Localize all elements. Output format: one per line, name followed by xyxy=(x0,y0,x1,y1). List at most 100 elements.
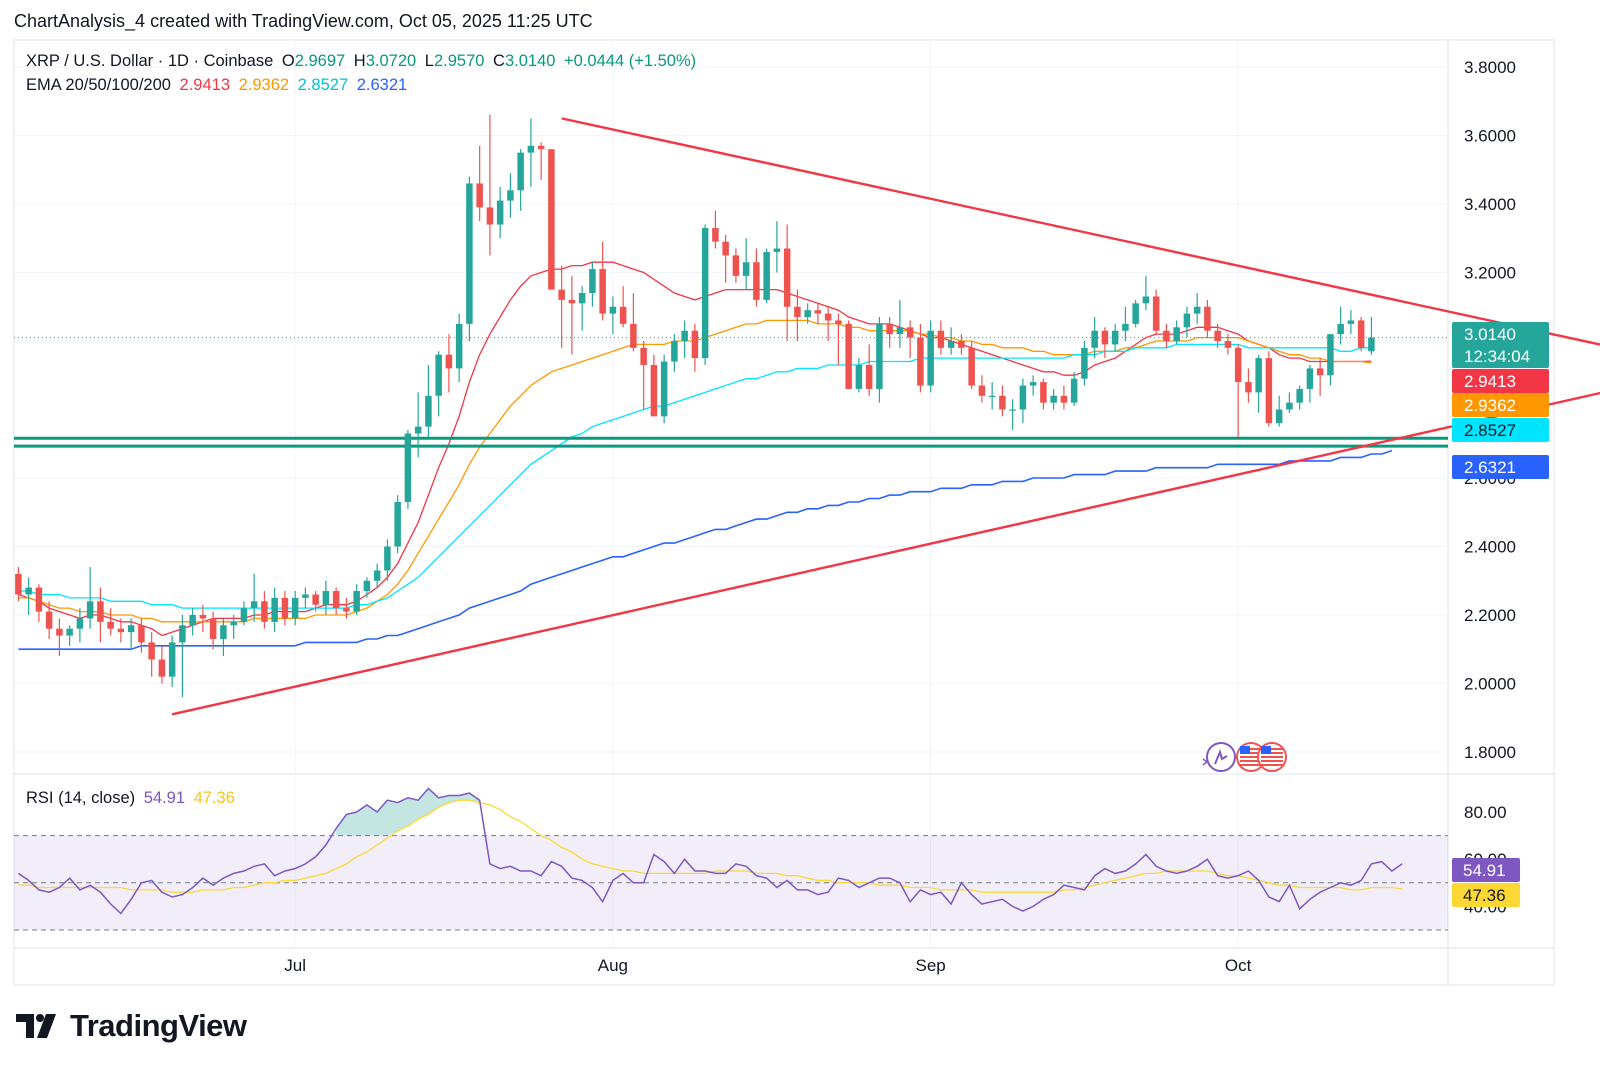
candle[interactable] xyxy=(835,313,842,365)
candle[interactable] xyxy=(691,323,699,372)
candle[interactable] xyxy=(322,580,330,615)
candle[interactable] xyxy=(896,299,904,348)
candle[interactable] xyxy=(394,495,401,554)
trendline-descending-resistance[interactable] xyxy=(561,117,1600,368)
candle[interactable] xyxy=(250,573,258,622)
candle[interactable] xyxy=(240,601,248,626)
candle[interactable] xyxy=(1347,310,1355,335)
candle[interactable] xyxy=(496,186,504,239)
candle[interactable] xyxy=(1204,299,1211,338)
candle[interactable] xyxy=(630,293,637,352)
candle[interactable] xyxy=(947,327,955,355)
candle[interactable] xyxy=(640,341,647,410)
candle[interactable] xyxy=(15,567,22,602)
candle[interactable] xyxy=(742,238,750,290)
candle[interactable] xyxy=(865,344,873,396)
candle[interactable] xyxy=(271,587,278,633)
candle[interactable] xyxy=(681,320,688,359)
candle[interactable] xyxy=(179,615,186,698)
candle[interactable] xyxy=(1193,293,1201,324)
candle[interactable] xyxy=(671,334,678,372)
candle[interactable] xyxy=(578,286,586,331)
candle[interactable] xyxy=(1214,323,1221,348)
candle[interactable] xyxy=(1234,344,1242,437)
candle[interactable] xyxy=(138,618,145,653)
candle[interactable] xyxy=(1296,385,1303,410)
candle[interactable] xyxy=(363,577,371,598)
event-icons[interactable] xyxy=(1202,742,1287,772)
candle[interactable] xyxy=(404,430,412,509)
candle[interactable] xyxy=(999,385,1006,417)
candle[interactable] xyxy=(107,608,114,636)
trendline-ascending-support[interactable] xyxy=(171,368,1600,716)
candle[interactable] xyxy=(25,577,32,615)
candle[interactable] xyxy=(148,632,155,677)
candle[interactable] xyxy=(527,118,535,187)
candle[interactable] xyxy=(1245,368,1252,403)
candle[interactable] xyxy=(1091,317,1098,359)
candle[interactable] xyxy=(455,313,463,383)
candle[interactable] xyxy=(1265,351,1273,427)
candle[interactable] xyxy=(927,320,934,393)
candle[interactable] xyxy=(302,587,309,609)
candle[interactable] xyxy=(127,618,135,650)
candle[interactable] xyxy=(1081,341,1088,386)
tradingview-logo[interactable]: TradingView xyxy=(16,1008,247,1044)
candle[interactable] xyxy=(937,320,945,355)
candle[interactable] xyxy=(1029,375,1037,396)
candle[interactable] xyxy=(1101,327,1109,359)
candle[interactable] xyxy=(1163,323,1170,348)
candle[interactable] xyxy=(35,584,43,622)
candle[interactable] xyxy=(794,289,801,341)
candle[interactable] xyxy=(220,618,227,657)
candle[interactable] xyxy=(66,625,73,646)
candle[interactable] xyxy=(261,591,268,629)
candle[interactable] xyxy=(978,375,986,403)
candle[interactable] xyxy=(45,601,53,639)
candle[interactable] xyxy=(1327,334,1334,386)
rsi-label[interactable]: RSI (14, close) xyxy=(26,789,136,807)
candle[interactable] xyxy=(97,587,104,643)
candle[interactable] xyxy=(1132,299,1139,328)
candle[interactable] xyxy=(650,354,658,417)
candle[interactable] xyxy=(1111,323,1119,352)
candle[interactable] xyxy=(712,210,719,249)
candle[interactable] xyxy=(230,615,237,639)
candle[interactable] xyxy=(56,618,63,657)
candle[interactable] xyxy=(435,351,442,417)
candle[interactable] xyxy=(1316,358,1324,396)
candle[interactable] xyxy=(783,224,791,341)
candle[interactable] xyxy=(845,320,852,389)
candle[interactable] xyxy=(773,221,781,273)
candle[interactable] xyxy=(1255,354,1262,413)
candle[interactable] xyxy=(281,591,289,626)
candle[interactable] xyxy=(753,248,760,307)
candle[interactable] xyxy=(814,303,822,324)
candle[interactable] xyxy=(917,323,924,393)
candle[interactable] xyxy=(343,597,350,619)
candle[interactable] xyxy=(445,334,453,393)
candle[interactable] xyxy=(466,176,473,341)
candle[interactable] xyxy=(507,173,514,218)
chart-canvas[interactable]: 1.80002.00002.20002.40002.60003.20003.40… xyxy=(0,0,1600,1000)
candle[interactable] xyxy=(384,539,391,581)
candle[interactable] xyxy=(425,364,432,437)
candle[interactable] xyxy=(599,241,606,321)
candle[interactable] xyxy=(988,382,996,410)
candle[interactable] xyxy=(732,248,740,283)
candle[interactable] xyxy=(558,265,565,348)
candle[interactable] xyxy=(189,608,196,636)
candle[interactable] xyxy=(876,317,883,403)
candle[interactable] xyxy=(312,591,319,612)
candle[interactable] xyxy=(517,149,524,211)
candle[interactable] xyxy=(701,224,709,365)
ema-label[interactable]: EMA 20/50/100/200 xyxy=(26,76,171,94)
candle[interactable] xyxy=(1357,317,1365,352)
candle[interactable] xyxy=(1122,306,1129,341)
candle[interactable] xyxy=(1152,289,1160,335)
candle[interactable] xyxy=(537,142,545,181)
candle[interactable] xyxy=(660,354,668,424)
candle[interactable] xyxy=(855,358,863,393)
candle[interactable] xyxy=(906,320,914,359)
candle[interactable] xyxy=(1060,385,1068,410)
